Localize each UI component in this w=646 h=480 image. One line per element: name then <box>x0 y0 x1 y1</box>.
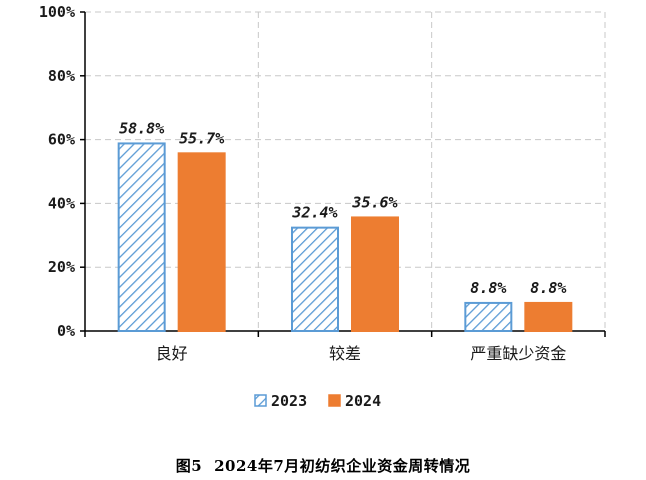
bar-2024 <box>351 216 399 333</box>
y-tick-label: 100% <box>39 3 75 21</box>
bar-2023 <box>291 226 339 332</box>
data-label-2024: 8.8% <box>530 279 566 297</box>
data-label-2023: 8.8% <box>470 279 506 297</box>
x-tick-label: 严重缺少资金 <box>470 344 566 363</box>
data-label-2023: 58.8% <box>119 119 164 137</box>
bar-chart: 0% 20% 40% 60% 80% 100% 良好 较差 严重缺少资金 58.8% 32.4% 8… <box>39 3 606 410</box>
y-tick-label: 40% <box>48 194 75 212</box>
y-tick-label: 60% <box>48 131 75 149</box>
y-tick-label: 20% <box>48 258 75 276</box>
y-tick-label: 80% <box>48 67 75 85</box>
legend-swatch-2024 <box>328 394 341 407</box>
grid <box>85 11 606 331</box>
bar-2023 <box>117 142 166 332</box>
bars <box>117 142 573 333</box>
data-labels: 58.8% 32.4% 8.8% 55.7% 35.6% 8.8% <box>119 119 566 297</box>
legend-label-2023: 2023 <box>271 392 307 410</box>
bar-2024 <box>524 301 573 333</box>
x-tick-label: 良好 <box>156 344 188 363</box>
y-tick-label: 0% <box>57 322 75 340</box>
axes: 0% 20% 40% 60% 80% 100% 良好 较差 严重缺少资金 <box>39 3 606 363</box>
bar-2024 <box>177 152 226 332</box>
figure-title: 2024年7月初纺织企业资金周转情况 <box>214 457 471 475</box>
bar-2023 <box>464 301 513 333</box>
legend-swatch-2023 <box>254 394 267 407</box>
x-tick-label: 较差 <box>329 344 361 363</box>
figure-caption: 图5 2024年7月初纺织企业资金周转情况 <box>0 455 646 476</box>
data-label-2023: 32.4% <box>291 204 337 222</box>
legend: 2023 2024 <box>254 392 381 410</box>
data-label-2024: 55.7% <box>179 129 224 147</box>
legend-label-2024: 2024 <box>345 392 381 410</box>
figure-number: 图5 <box>175 457 203 475</box>
data-label-2024: 35.6% <box>351 193 397 211</box>
